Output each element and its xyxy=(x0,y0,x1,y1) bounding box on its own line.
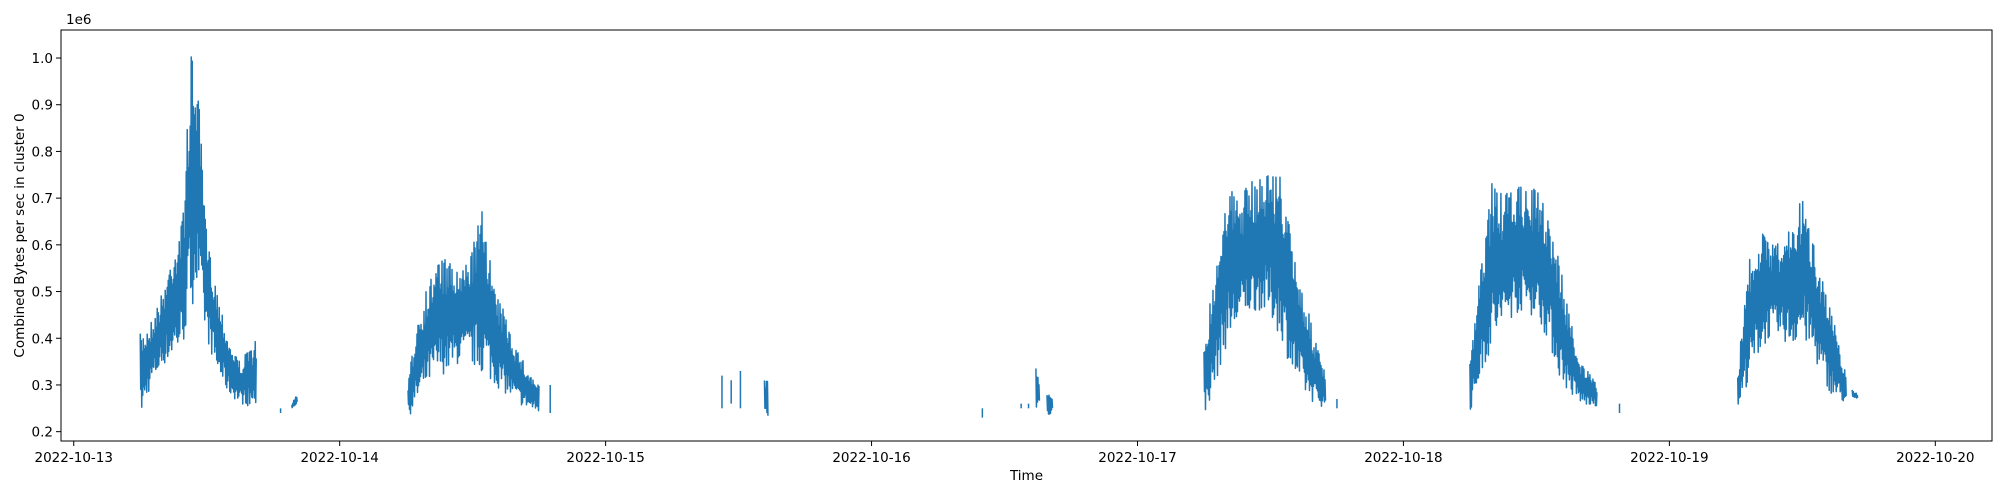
y-tick-label: 0.8 xyxy=(32,144,53,160)
x-tick-label: 2022-10-14 xyxy=(300,450,378,466)
series-line-segment xyxy=(139,56,257,408)
y-tick-label: 0.6 xyxy=(32,238,53,254)
x-tick-label: 2022-10-18 xyxy=(1364,450,1442,466)
x-tick-label: 2022-10-15 xyxy=(566,450,644,466)
x-tick-label: 2022-10-19 xyxy=(1630,450,1708,466)
y-tick-label: 0.4 xyxy=(32,331,53,347)
series-line-segment xyxy=(290,396,298,409)
x-tick-label: 2022-10-17 xyxy=(1098,450,1176,466)
y-tick-label: 1.0 xyxy=(32,51,53,67)
x-axis: 2022-10-13 2022-10-14 2022-10-15 2022-10-16… xyxy=(35,441,1975,466)
series-line-segment xyxy=(1035,368,1041,408)
plot-area xyxy=(60,29,1993,442)
x-tick-label: 2022-10-16 xyxy=(832,450,910,466)
x-tick-label: 2022-10-13 xyxy=(35,450,113,466)
series-line-segment xyxy=(1851,389,1859,399)
series-line-segment xyxy=(1046,394,1054,415)
x-axis-label: Time xyxy=(1009,468,1043,484)
x-tick-label: 2022-10-20 xyxy=(1896,450,1974,466)
y-tick-label: 0.5 xyxy=(32,285,53,301)
plot-frame xyxy=(60,29,1993,442)
y-offset-label: 1e6 xyxy=(66,12,91,28)
series-line-segment xyxy=(1736,200,1847,405)
y-tick-label: 0.7 xyxy=(32,191,53,207)
y-axis: 0.2 0.3 0.4 0.5 0.6 0.7 0.8 0.9 1.0 xyxy=(32,51,61,441)
y-tick-label: 0.3 xyxy=(32,378,53,394)
series-line-segment xyxy=(1203,175,1327,411)
y-tick-label: 0.9 xyxy=(32,98,53,114)
y-tick-label: 0.2 xyxy=(32,425,53,441)
series-line-segment xyxy=(407,211,540,415)
y-axis-label: Combined Bytes per sec in cluster 0 xyxy=(12,113,28,357)
data-layer xyxy=(139,56,1859,418)
series-line-segment xyxy=(763,380,769,416)
series-line-segment xyxy=(1469,183,1598,410)
